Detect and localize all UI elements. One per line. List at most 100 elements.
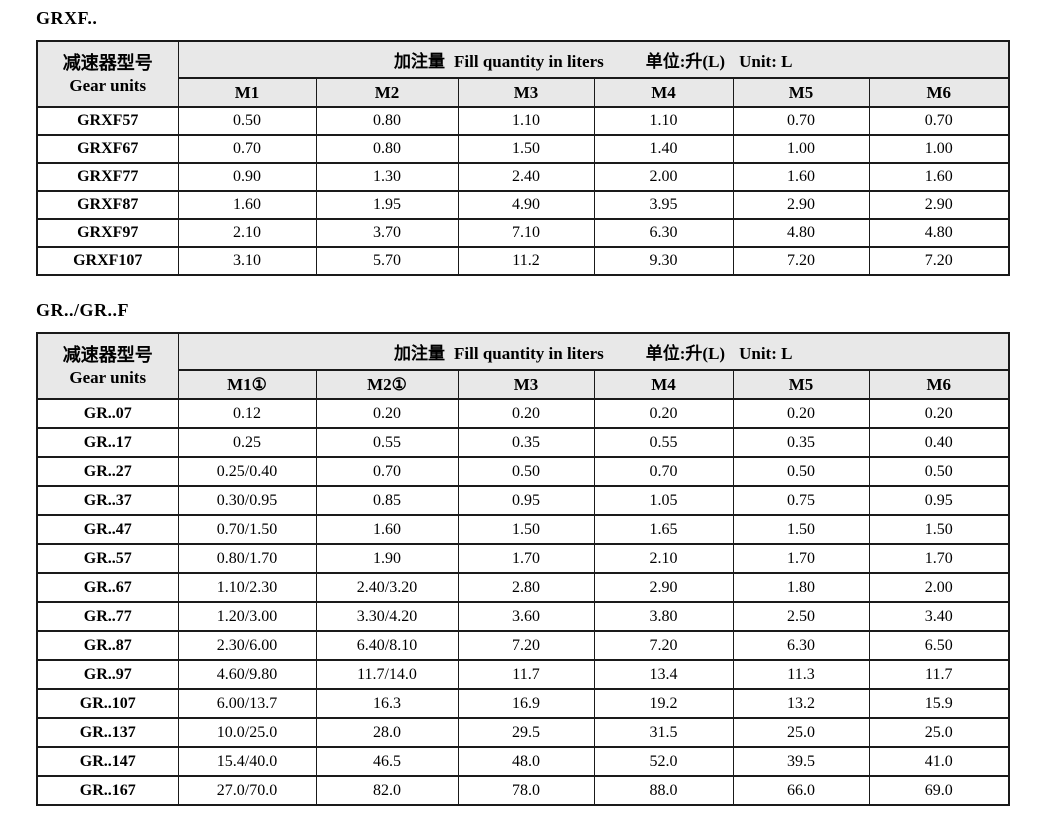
table-row: GR..87 2.30/6.00 6.40/8.10 7.20 7.20 6.30 6.50 [36,630,1010,661]
fill-value-cell: 0.80/1.70 [177,543,317,574]
table-row: GRXF57 0.50 0.80 1.10 1.10 0.70 0.70 [36,106,1010,136]
fill-value-cell: 3.70 [315,218,459,248]
gear-model-cell: GR..167 [36,775,179,806]
fill-quantity-label-cn: 加注量 [394,52,446,71]
fill-value-cell: 0.30/0.95 [177,485,317,516]
table-row: GR..167 27.0/70.0 82.0 78.0 88.0 66.0 69.0 [36,775,1010,806]
fill-value-cell: 0.55 [315,427,459,458]
header-row-top: 减速器型号 Gear units 加注量 Fill quantity in lit… [36,332,1010,400]
fill-value-cell: 2.90 [593,572,734,603]
table-row: GR..137 10.0/25.0 28.0 29.5 31.5 25.0 25.0 [36,717,1010,748]
fill-quantity-label-en: Fill quantity in liters [454,344,604,363]
fill-quantity-label-cn: 加注量 [394,344,446,363]
fill-value-cell: 1.80 [732,572,870,603]
fill-value-cell: 46.5 [315,746,459,777]
fill-value-cell: 0.70 [732,106,870,136]
fill-value-cell: 13.4 [593,659,734,690]
gear-model-cell: GR..107 [36,688,179,719]
gear-model-cell: GR..07 [36,398,179,429]
fill-value-cell: 7.20 [732,246,870,276]
fill-value-cell: 2.00 [593,162,734,192]
gear-model-cell: GR..97 [36,659,179,690]
fill-value-cell: 0.20 [868,398,1010,429]
fill-value-cell: 1.70 [868,543,1010,574]
fill-value-cell: 1.00 [868,134,1010,164]
table-row: GR..107 6.00/13.7 16.3 16.9 19.2 13.2 15.9 [36,688,1010,719]
fill-value-cell: 0.20 [593,398,734,429]
fill-value-cell: 1.50 [732,514,870,545]
fill-value-cell: 1.70 [732,543,870,574]
header-row-columns: M1① M2① M3 M4 M5 M6 [37,369,1010,400]
header-row-columns: M1 M2 M3 M4 M5 M6 [37,77,1010,108]
fill-value-cell: 1.10 [593,106,734,136]
fill-value-cell: 0.20 [315,398,459,429]
gear-model-cell: GR..87 [36,630,179,661]
column-header-m6: M6 [868,77,1010,108]
column-header-m3: M3 [457,369,595,400]
column-header-m5: M5 [732,77,870,108]
fill-value-cell: 1.20/3.00 [177,601,317,632]
fill-value-cell: 0.50 [732,456,870,487]
fill-value-cell: 7.20 [868,246,1010,276]
fill-value-cell: 0.40 [868,427,1010,458]
fill-value-cell: 1.60 [732,162,870,192]
gear-model-cell: GR..37 [36,485,179,516]
unit-label-en: Unit: L [739,344,793,363]
fill-value-cell: 13.2 [732,688,870,719]
gear-units-header-en: Gear units [69,75,147,95]
grxf-fill-quantity-table: 减速器型号 Gear units 加注量 Fill quantity in lit… [36,40,1011,276]
fill-value-cell: 11.7 [457,659,595,690]
fill-value-cell: 0.70 [177,134,317,164]
fill-value-cell: 1.50 [457,134,595,164]
column-header-m1: M1 [177,77,317,108]
fill-value-cell: 1.40 [593,134,734,164]
fill-value-cell: 11.7/14.0 [315,659,459,690]
fill-value-cell: 0.50 [177,106,317,136]
fill-value-cell: 7.20 [593,630,734,661]
gear-model-cell: GRXF57 [36,106,179,136]
fill-value-cell: 2.40 [457,162,595,192]
fill-value-cell: 78.0 [457,775,595,806]
table-row: GR..37 0.30/0.95 0.85 0.95 1.05 0.75 0.95 [36,485,1010,516]
fill-value-cell: 0.25/0.40 [177,456,317,487]
fill-value-cell: 11.7 [868,659,1010,690]
gear-units-header-cn: 减速器型号 [62,53,153,74]
unit-label-cn: 单位:升(L) [645,52,726,71]
gear-model-cell: GR..57 [36,543,179,574]
fill-value-cell: 52.0 [593,746,734,777]
fill-quantity-header-cell: 加注量 Fill quantity in liters 单位:升(L) Unit: L [177,40,1010,79]
table-row: GRXF67 0.70 0.80 1.50 1.40 1.00 1.00 [36,134,1010,164]
fill-value-cell: 0.80 [315,106,459,136]
gear-model-cell: GR..17 [36,427,179,458]
fill-value-cell: 3.60 [457,601,595,632]
table2-body: GR..07 0.12 0.20 0.20 0.20 0.20 0.20 GR..17 0.25… [36,398,1010,806]
table-row: GR..57 0.80/1.70 1.90 1.70 2.10 1.70 1.70 [36,543,1010,574]
fill-value-cell: 2.80 [457,572,595,603]
fill-value-cell: 25.0 [868,717,1010,748]
fill-value-cell: 41.0 [868,746,1010,777]
fill-value-cell: 2.10 [593,543,734,574]
table-row: GRXF87 1.60 1.95 4.90 3.95 2.90 2.90 [36,190,1010,220]
fill-value-cell: 0.12 [177,398,317,429]
fill-value-cell: 0.20 [732,398,870,429]
column-header-m4: M4 [593,369,734,400]
fill-value-cell: 6.30 [732,630,870,661]
fill-value-cell: 6.00/13.7 [177,688,317,719]
fill-value-cell: 0.95 [457,485,595,516]
fill-value-cell: 69.0 [868,775,1010,806]
column-header-m6: M6 [868,369,1010,400]
table-row: GR..27 0.25/0.40 0.70 0.50 0.70 0.50 0.50 [36,456,1010,487]
table-row: GRXF77 0.90 1.30 2.40 2.00 1.60 1.60 [36,162,1010,192]
gear-model-cell: GRXF77 [36,162,179,192]
fill-value-cell: 6.30 [593,218,734,248]
fill-value-cell: 15.4/40.0 [177,746,317,777]
fill-value-cell: 0.95 [868,485,1010,516]
gear-model-cell: GRXF67 [36,134,179,164]
fill-value-cell: 1.00 [732,134,870,164]
fill-value-cell: 1.50 [868,514,1010,545]
fill-value-cell: 0.70 [868,106,1010,136]
fill-value-cell: 3.95 [593,190,734,220]
fill-value-cell: 4.60/9.80 [177,659,317,690]
gear-units-header-cell: 减速器型号 Gear units [36,40,179,108]
fill-value-cell: 48.0 [457,746,595,777]
